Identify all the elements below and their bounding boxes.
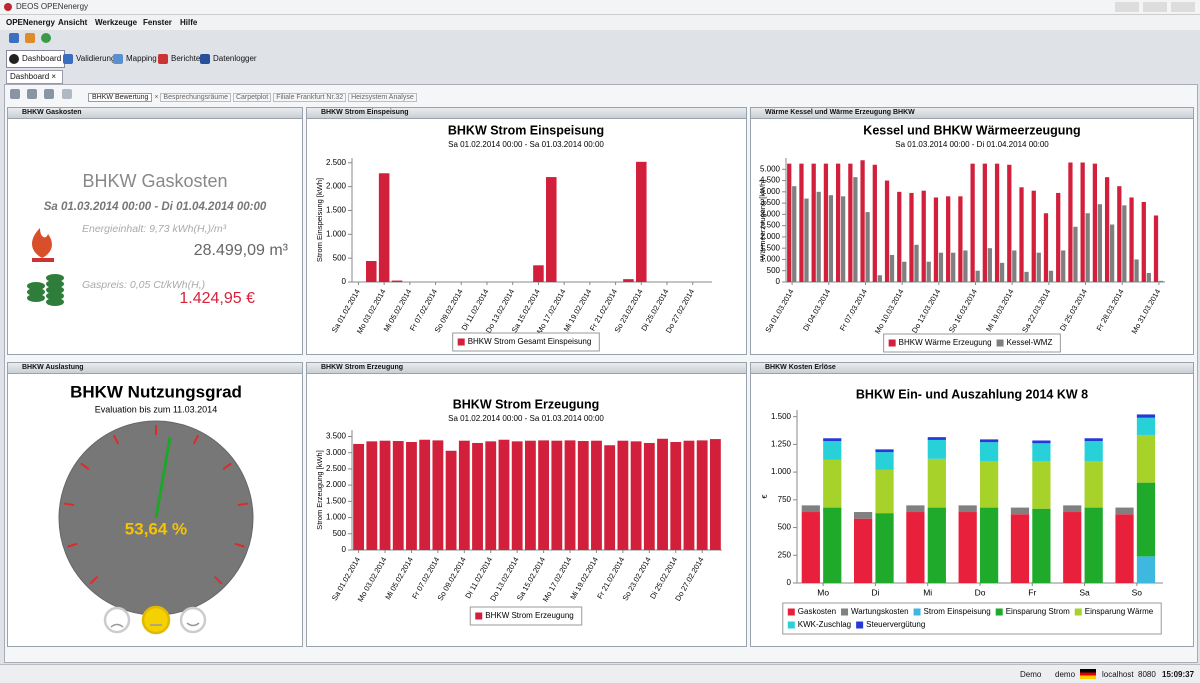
button-icon bbox=[63, 54, 73, 64]
panel: BHKW Gaskosten bbox=[7, 107, 303, 355]
window-controls[interactable] bbox=[1115, 2, 1195, 12]
panel: BHKW Auslastung bbox=[7, 362, 303, 647]
toolbar-button[interactable]: Berichte bbox=[155, 50, 204, 68]
dashboard-tab[interactable]: Dashboard × bbox=[6, 70, 63, 84]
subtab[interactable]: Heizsystem Analyse bbox=[348, 93, 417, 102]
menu-item[interactable]: Fenster bbox=[143, 18, 172, 27]
panel: BHKW Strom Erzeugung bbox=[306, 362, 747, 647]
subtab[interactable]: Filiale Frankfurt Nr.32 bbox=[273, 93, 347, 102]
toolbar-button[interactable]: Dashboard bbox=[6, 50, 66, 68]
status-bar: Demo demo localhost 8080 15:09:37 bbox=[0, 664, 1200, 683]
tool-icon[interactable] bbox=[62, 89, 72, 99]
panel-header: Wärme Kessel und Wärme Erzeugung BHKW bbox=[751, 108, 1193, 119]
button-label: Berichte bbox=[171, 54, 201, 63]
panel: BHKW Strom Einspeisung bbox=[306, 107, 747, 355]
button-label: Datenlogger bbox=[213, 54, 257, 63]
app-icon bbox=[4, 3, 12, 11]
toolbar-button[interactable]: Datenlogger bbox=[197, 50, 261, 68]
menu-item[interactable]: Hilfe bbox=[180, 18, 198, 27]
panel-header: BHKW Kosten Erlöse bbox=[751, 363, 1193, 374]
status-time: 15:09:37 bbox=[1162, 670, 1195, 679]
menu-item[interactable]: OPENenergy bbox=[6, 18, 55, 27]
subtab[interactable]: Besprechungsräume bbox=[160, 93, 231, 102]
tool-icon[interactable] bbox=[9, 33, 19, 43]
button-icon bbox=[158, 54, 168, 64]
button-icon bbox=[200, 54, 210, 64]
subtab[interactable]: BHKW Bewertung bbox=[88, 93, 153, 102]
tool-icon[interactable] bbox=[41, 33, 51, 43]
panel: BHKW Kosten Erlöse bbox=[750, 362, 1194, 647]
title-bar: DEOS OPENenergy bbox=[0, 0, 1200, 15]
toolbar-button[interactable]: Validierung bbox=[60, 50, 119, 68]
tool-icon[interactable] bbox=[25, 33, 35, 43]
window-title: DEOS OPENenergy bbox=[16, 2, 89, 11]
toolbar-button[interactable]: Mapping bbox=[110, 50, 161, 68]
button-label: Mapping bbox=[126, 54, 157, 63]
button-label: Validierung bbox=[76, 54, 116, 63]
tool-icon[interactable] bbox=[27, 89, 37, 99]
menu-item[interactable]: Werkzeuge bbox=[95, 18, 138, 27]
subtab-close[interactable]: × bbox=[152, 94, 161, 101]
status-host: localhost bbox=[1102, 670, 1134, 679]
tool-icon[interactable] bbox=[10, 89, 20, 99]
flag-icon bbox=[1080, 669, 1096, 679]
button-icon bbox=[113, 54, 123, 64]
panel-header: BHKW Auslastung bbox=[8, 363, 302, 374]
menu-bar: OPENenergy Ansicht Werkzeuge Fenster Hil… bbox=[0, 15, 1200, 30]
panel-header: BHKW Gaskosten bbox=[8, 108, 302, 119]
subtab-bar: BHKW Bewertung × Besprechungsräume Carpe… bbox=[88, 92, 417, 103]
subtab[interactable]: Carpetplot bbox=[232, 93, 272, 102]
tab-label: Dashboard bbox=[10, 72, 50, 81]
menu-item[interactable]: Ansicht bbox=[58, 18, 88, 27]
status-port: 8080 bbox=[1138, 670, 1156, 679]
tab-close[interactable]: × bbox=[51, 72, 57, 81]
button-label: Dashboard bbox=[22, 54, 62, 63]
button-icon bbox=[9, 54, 19, 64]
panel-header: BHKW Strom Erzeugung bbox=[307, 363, 746, 374]
status-mode: Demo bbox=[1020, 670, 1042, 679]
panel-header: BHKW Strom Einspeisung bbox=[307, 108, 746, 119]
tool-icon[interactable] bbox=[44, 89, 54, 99]
panel: Wärme Kessel und Wärme Erzeugung BHKW bbox=[750, 107, 1194, 355]
status-user: demo bbox=[1055, 670, 1076, 679]
